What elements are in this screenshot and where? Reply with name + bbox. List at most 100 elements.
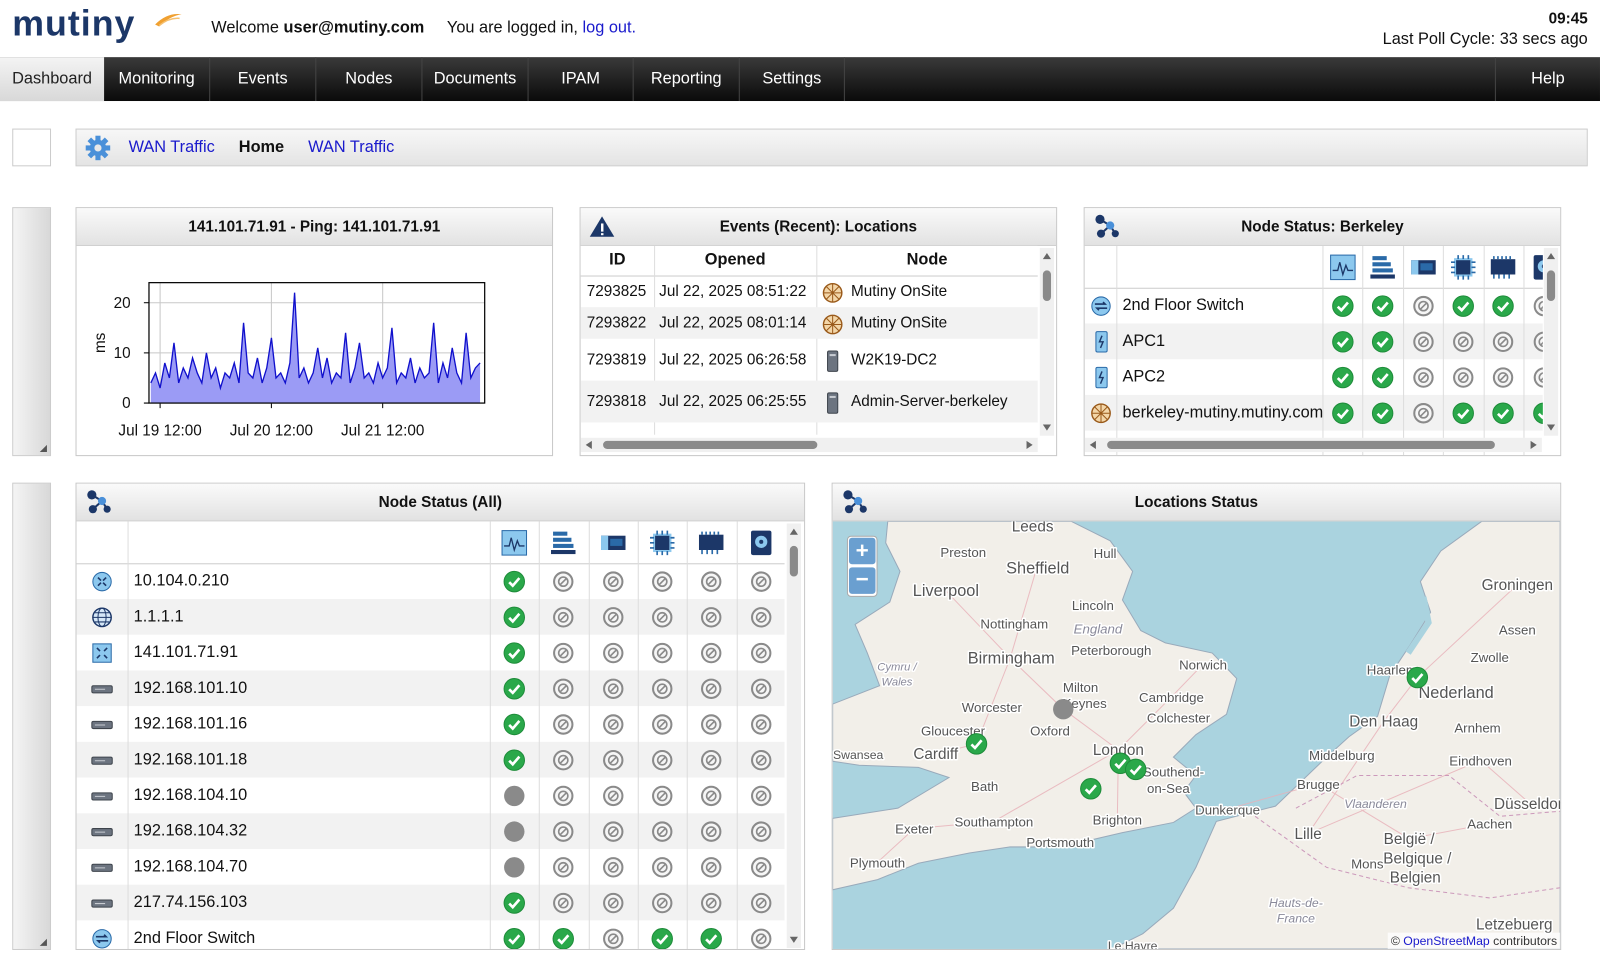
logout-link[interactable]: log out. xyxy=(583,19,637,36)
status-na xyxy=(552,891,574,913)
node-icon xyxy=(91,570,113,592)
node-icon xyxy=(91,927,113,949)
nav-item[interactable]: Settings xyxy=(740,57,845,101)
status-ok xyxy=(700,927,722,949)
map-marker[interactable] xyxy=(1126,759,1146,779)
status-ok-part xyxy=(554,928,574,948)
scroll-arrow-part xyxy=(1043,253,1051,259)
scroll-arrow xyxy=(1545,423,1557,433)
event-id[interactable]: 7293818 xyxy=(587,392,647,409)
logo[interactable]: mutiny xyxy=(12,4,135,45)
column-icon xyxy=(1450,254,1477,281)
nav-item[interactable]: Events xyxy=(210,57,316,101)
status-na xyxy=(1412,366,1434,388)
map-marker[interactable] xyxy=(1053,699,1073,719)
column-header: Node xyxy=(816,251,1037,269)
login-status: You are logged in, log out. xyxy=(447,19,636,37)
node-name: 192.168.104.70 xyxy=(134,858,247,876)
column-icon xyxy=(748,529,775,556)
breadcrumb-link[interactable]: WAN Traffic xyxy=(129,139,215,157)
status-na xyxy=(651,784,673,806)
node-icon-part xyxy=(93,572,111,590)
breadcrumb-link[interactable]: WAN Traffic xyxy=(308,139,394,157)
panel-title: Events (Recent): Locations xyxy=(581,218,1057,235)
y-tick-label: 10 xyxy=(114,345,131,362)
map-label: Dunkerque xyxy=(1195,802,1260,817)
status-na xyxy=(750,856,772,878)
status-na xyxy=(700,606,722,628)
resize-grip[interactable] xyxy=(38,443,48,453)
node-name: 2nd Floor Switch xyxy=(134,929,256,947)
column-divider xyxy=(539,521,540,949)
attribution-link[interactable]: OpenStreetMap xyxy=(1403,934,1489,948)
map-label: England xyxy=(1074,622,1123,637)
column-icon-part xyxy=(551,549,575,553)
grip xyxy=(40,445,47,452)
column-divider xyxy=(1523,246,1524,455)
gear-icon[interactable] xyxy=(85,135,112,162)
status-unknown xyxy=(503,784,525,806)
zoom-out[interactable]: − xyxy=(849,567,876,594)
map-label: Milton xyxy=(1063,680,1098,695)
berkeley-panel: Node Status: Berkeley 2nd Floor SwitchAP… xyxy=(1084,207,1562,456)
event-node[interactable]: Mutiny OnSite xyxy=(851,314,947,331)
map-marker[interactable] xyxy=(1407,667,1427,687)
nav-item[interactable]: Nodes xyxy=(316,57,422,101)
nav-item[interactable]: Documents xyxy=(422,57,528,101)
status-ok-part xyxy=(1453,403,1473,423)
scroll-arrow xyxy=(788,526,800,536)
zoom-in[interactable]: + xyxy=(849,538,876,565)
status-na xyxy=(602,856,624,878)
status-ok xyxy=(1452,402,1474,424)
panel-header: Node Status: Berkeley xyxy=(1085,208,1561,246)
status-ok-part xyxy=(504,678,524,698)
event-node[interactable]: Admin-Server-berkeley xyxy=(851,392,1008,409)
map-marker-part xyxy=(966,734,986,754)
node-icon-part xyxy=(1091,296,1109,314)
scroll-arrow-part xyxy=(1531,441,1537,449)
nav-help[interactable]: Help xyxy=(1495,57,1600,101)
status-na xyxy=(700,677,722,699)
map-marker[interactable] xyxy=(1081,779,1101,799)
status-na xyxy=(602,748,624,770)
status-na xyxy=(750,748,772,770)
status-ok xyxy=(1372,294,1394,316)
status-na xyxy=(700,820,722,842)
status-ok-part xyxy=(1373,331,1393,351)
scroll-arrow xyxy=(1026,439,1036,451)
node-icon xyxy=(91,891,113,913)
column-divider xyxy=(1322,246,1323,455)
map-label: Düsseldorf xyxy=(1494,796,1560,813)
scroll-arrow xyxy=(1530,439,1540,451)
map-label: Norwich xyxy=(1179,657,1227,672)
status-na xyxy=(700,641,722,663)
column-icon-part xyxy=(1373,262,1391,266)
scrollbar-v xyxy=(787,523,801,947)
map-label: Plymouth xyxy=(850,855,905,870)
event-id[interactable]: 7293825 xyxy=(587,282,647,299)
map[interactable]: LeedsPrestonHullSheffieldLiverpoolLincol… xyxy=(833,521,1561,949)
map-marker[interactable] xyxy=(966,734,986,754)
status-ok xyxy=(503,570,525,592)
column-icon-part xyxy=(1373,256,1387,260)
nav-item[interactable]: Monitoring xyxy=(104,57,210,101)
nav-item[interactable]: IPAM xyxy=(529,57,634,101)
nav-item[interactable]: Reporting xyxy=(634,57,740,101)
status-ok xyxy=(503,748,525,770)
column-divider xyxy=(128,521,129,949)
node-icon xyxy=(91,820,113,842)
user: user@mutiny.com xyxy=(284,19,425,36)
event-id[interactable]: 7293819 xyxy=(587,351,647,368)
side-toggle[interactable] xyxy=(12,129,51,167)
event-node[interactable]: Mutiny OnSite xyxy=(851,282,947,299)
event-id[interactable]: 7293822 xyxy=(587,314,647,331)
nav-item[interactable]: Dashboard xyxy=(0,57,104,101)
resize-grip[interactable] xyxy=(38,937,48,947)
event-node[interactable]: W2K19-DC2 xyxy=(851,351,937,368)
status-ok-part xyxy=(504,714,524,734)
status-na xyxy=(700,748,722,770)
status-ok xyxy=(651,927,673,949)
map-label: Southend- xyxy=(1143,765,1204,780)
y-axis-label: ms xyxy=(92,332,109,353)
map-label: België / xyxy=(1384,831,1436,848)
